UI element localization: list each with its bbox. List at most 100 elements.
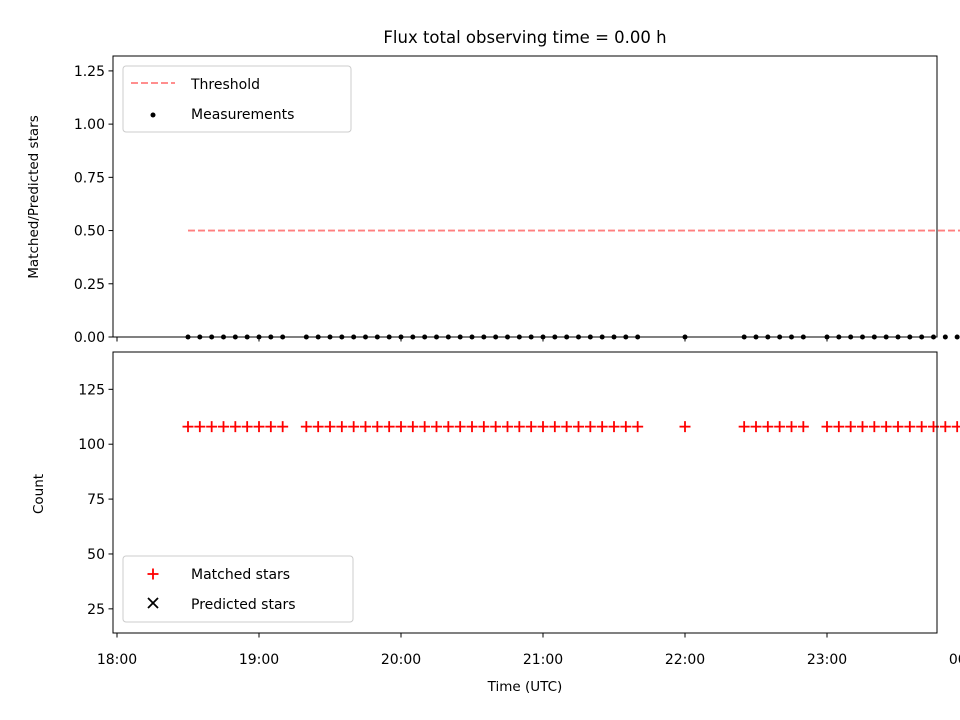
matched-star-point — [478, 421, 490, 433]
matched-star-point — [573, 421, 584, 433]
count-y-tick-label: 125 — [78, 382, 105, 398]
matched-star-point — [466, 421, 478, 433]
matched-star-point — [797, 421, 809, 433]
matched-star-point — [300, 421, 312, 433]
ratio-y-tick-label: 1.25 — [74, 64, 105, 80]
matched-star-point — [419, 421, 431, 433]
count-x-tick-label: 00:00 — [949, 652, 960, 668]
matched-star-point — [253, 421, 265, 433]
matched-star-point — [229, 421, 241, 433]
matched-star-point — [241, 421, 253, 433]
ratio-y-tick-label: 0.50 — [74, 224, 105, 240]
matched-star-point — [774, 421, 786, 433]
count-x-tick-label: 21:00 — [523, 652, 563, 668]
matched-star-point — [206, 421, 218, 433]
matched-star-point — [265, 421, 277, 433]
count-plot-frame — [112, 351, 938, 634]
ratio-y-tick-label: 0.00 — [74, 330, 105, 346]
count-y-tick-label: 100 — [78, 437, 105, 453]
matched-star-point — [584, 421, 596, 433]
matched-star-point — [845, 421, 857, 433]
matched-star-point — [360, 421, 371, 433]
ratio-y-ticks: 0.00 0.25 0.50 0.75 1.00 1.25 — [74, 64, 113, 346]
ratio-y-tick-label: 1.00 — [74, 117, 105, 133]
matched-star-point — [620, 421, 632, 433]
matched-star-point — [336, 421, 348, 433]
matched-star-point — [194, 421, 206, 433]
ratio-legend: Threshold Measurements — [122, 65, 352, 133]
matched-star-point — [892, 421, 904, 433]
matched-star-point — [951, 421, 960, 433]
matched-star-point — [608, 421, 620, 433]
matched-star-point — [277, 421, 289, 433]
matched-star-point — [490, 421, 502, 433]
count-x-tick-label: 22:00 — [665, 652, 705, 668]
matched-star-point — [513, 421, 525, 433]
count-x-tick-label: 23:00 — [807, 652, 847, 668]
matched-star-point — [549, 421, 561, 433]
count-panel: Count Time (UTC) 25 50 75 100 125 18:00 19:00… — [31, 351, 960, 695]
measurement-point — [954, 334, 960, 340]
legend-measurements-label: Measurements — [191, 107, 294, 123]
matched-star-point — [324, 421, 336, 433]
count-x-axis-label: Time (UTC) — [487, 679, 563, 695]
matched-star-point — [904, 421, 916, 433]
count-y-tick-label: 50 — [87, 547, 105, 563]
legend-measurements-marker — [150, 112, 156, 118]
matched-star-point — [833, 421, 845, 433]
matched-star-point — [395, 421, 407, 433]
matched-star-point — [407, 421, 419, 433]
matched-star-point — [596, 421, 608, 433]
count-y-axis-label: Count — [31, 474, 47, 514]
count-x-tick-label: 18:00 — [97, 652, 137, 668]
matched-star-point — [786, 421, 797, 433]
ratio-y-tick-label: 0.25 — [74, 277, 105, 293]
count-x-ticks: 18:0019:0020:0021:0022:0023:0000:0001:00… — [97, 633, 960, 668]
matched-star-point — [454, 421, 466, 433]
matched-star-point — [679, 421, 691, 433]
matched-star-point — [537, 421, 549, 433]
ratio-legend-box — [122, 65, 352, 133]
matched-star-point — [561, 421, 573, 433]
matched-star-point — [383, 421, 395, 433]
matched-star-point — [762, 421, 774, 433]
matched-star-point — [442, 421, 454, 433]
matched-star-point — [218, 421, 229, 433]
legend-matched-label: Matched stars — [191, 567, 290, 583]
ratio-chart-title: Flux total observing time = 0.00 h — [383, 28, 666, 47]
matched-star-point — [632, 421, 644, 433]
count-y-tick-label: 75 — [87, 492, 105, 508]
matched-star-point — [868, 421, 880, 433]
matched-star-point — [750, 421, 762, 433]
ratio-plot-frame — [112, 55, 938, 338]
count-y-ticks: 25 50 75 100 125 — [78, 382, 113, 618]
count-legend-box — [122, 555, 354, 623]
matched-star-point — [348, 421, 360, 433]
legend-threshold-label: Threshold — [190, 77, 260, 93]
matched-star-point — [857, 421, 868, 433]
matched-star-point — [880, 421, 892, 433]
count-y-tick-label: 25 — [87, 602, 105, 618]
matched-star-point — [502, 421, 513, 433]
count-x-tick-label: 20:00 — [381, 652, 421, 668]
matched-star-point — [916, 421, 928, 433]
matched-star-point — [525, 421, 537, 433]
count-legend: Matched stars Predicted stars — [122, 555, 354, 623]
matched-star-point — [431, 421, 442, 433]
ratio-panel: Flux total observing time = 0.00 h Match… — [26, 28, 960, 346]
legend-matched-marker — [147, 568, 159, 580]
ratio-y-axis-label: Matched/Predicted stars — [26, 115, 42, 278]
count-x-tick-label: 19:00 — [239, 652, 279, 668]
matched-star-point — [312, 421, 324, 433]
matched-star-point — [939, 421, 951, 433]
measurement-point — [942, 334, 948, 340]
legend-predicted-marker — [147, 597, 159, 609]
legend-predicted-label: Predicted stars — [191, 597, 296, 613]
ratio-y-tick-label: 0.75 — [74, 170, 105, 186]
matched-star-point — [821, 421, 833, 433]
count-data-layer — [182, 421, 960, 433]
matched-star-point — [738, 421, 750, 433]
matched-star-point — [182, 421, 194, 433]
matched-star-point — [371, 421, 383, 433]
